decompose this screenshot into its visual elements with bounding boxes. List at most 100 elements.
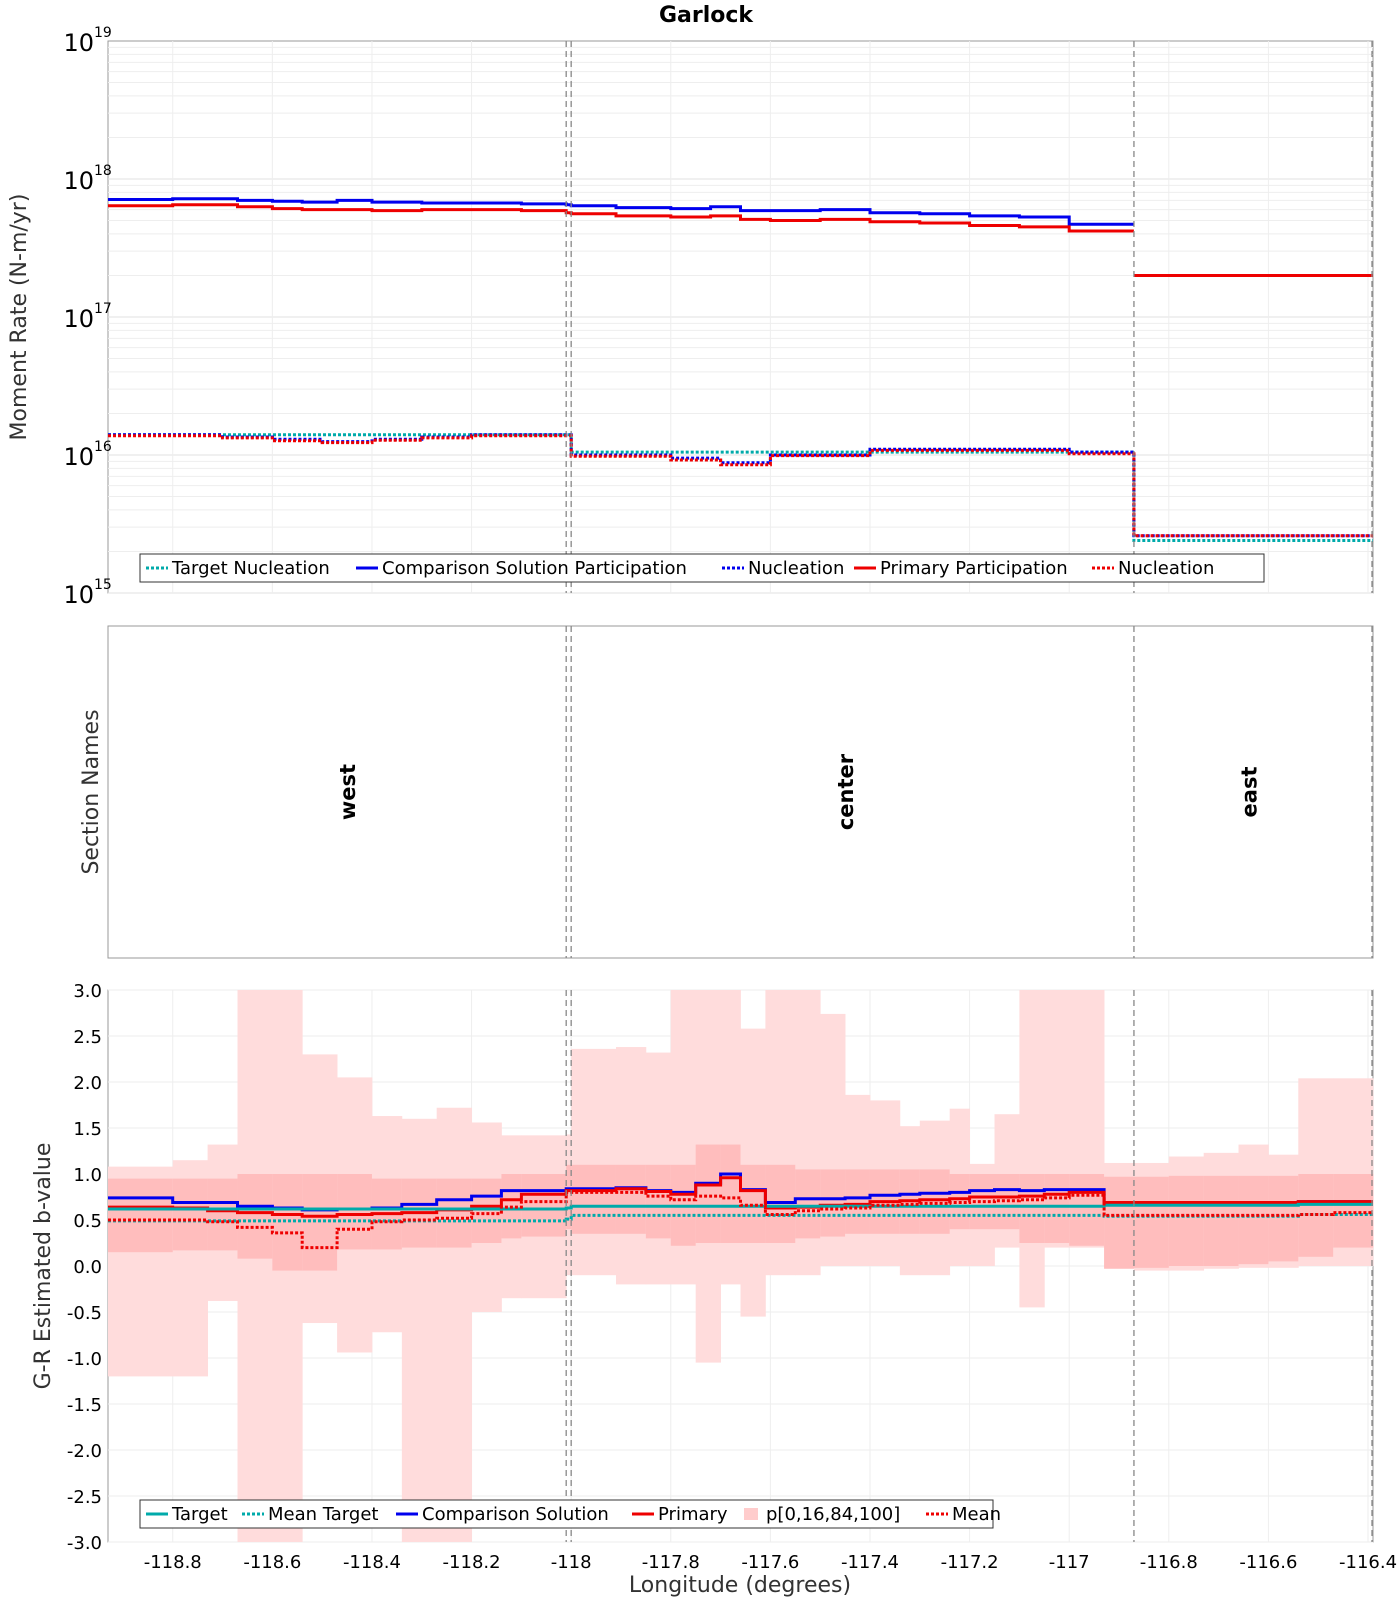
y-tick-exponent: 15 bbox=[94, 577, 112, 593]
y-tick-label: 1.5 bbox=[73, 1119, 102, 1140]
band-p16-84 bbox=[1019, 1174, 1045, 1243]
band-p0-100 bbox=[237, 990, 273, 1542]
legend-label: Nucleation bbox=[1118, 558, 1214, 579]
band-p16-84 bbox=[521, 1174, 567, 1237]
legend-label: p[0,16,84,100] bbox=[766, 1504, 900, 1525]
band-p16-84 bbox=[615, 1164, 647, 1234]
legend-label: Mean Target bbox=[268, 1504, 378, 1525]
legend-b-value: Target Mean Target Comparison Solution Prim… bbox=[139, 1499, 1001, 1529]
x-tick-label: -118.6 bbox=[243, 1552, 301, 1573]
y-tick-label: 2.5 bbox=[73, 1027, 102, 1048]
series-line-primary bbox=[108, 1176, 1373, 1218]
y-tick-label: -0.5 bbox=[67, 1303, 102, 1324]
y-axis-label-b-value: G-R Estimated b-value bbox=[31, 1143, 56, 1390]
legend-label: Comparison Solution Participation bbox=[382, 558, 687, 579]
legend-label: Mean bbox=[952, 1504, 1001, 1525]
band-p16-84 bbox=[436, 1178, 472, 1248]
legend-box bbox=[139, 553, 1265, 583]
band-p0-100 bbox=[1019, 990, 1045, 1308]
section-name-labels: west center east bbox=[336, 753, 1261, 830]
band-p16-84 bbox=[207, 1178, 238, 1251]
y-tick-label: 0.0 bbox=[73, 1257, 102, 1278]
section-label-west: west bbox=[336, 764, 360, 820]
x-tick-label: -116.6 bbox=[1239, 1552, 1297, 1573]
y-tick-label: -2.5 bbox=[67, 1487, 102, 1508]
legend-label: Target Nucleation bbox=[171, 558, 330, 579]
legend-moment-rate: Target Nucleation Comparison Solution Par… bbox=[139, 553, 1265, 583]
x-tick-label: -117.4 bbox=[841, 1552, 899, 1573]
x-tick-label: -116.4 bbox=[1339, 1552, 1397, 1573]
band-p16-84 bbox=[720, 1144, 741, 1243]
band-p16-84 bbox=[471, 1178, 502, 1243]
y-axis-label-section-names: Section Names bbox=[79, 709, 104, 874]
y-tick-label: -2.0 bbox=[67, 1441, 102, 1462]
legend-box bbox=[139, 1499, 994, 1529]
y-tick-exponent: 17 bbox=[94, 301, 112, 317]
x-tick-label: -118.4 bbox=[343, 1552, 401, 1573]
band-p16-84 bbox=[1333, 1174, 1374, 1248]
band-p0-100 bbox=[436, 1107, 472, 1542]
y-tick-label: 10 bbox=[63, 167, 94, 195]
y-tick-label: 10 bbox=[63, 29, 94, 57]
b-value-bands bbox=[108, 990, 1374, 1542]
legend-swatch bbox=[744, 1508, 758, 1520]
band-p16-84 bbox=[919, 1169, 951, 1234]
y-tick-label: 0.5 bbox=[73, 1211, 102, 1232]
y-axis-label-moment-rate: Moment Rate (N-m/yr) bbox=[7, 194, 32, 441]
band-p16-84 bbox=[1203, 1175, 1239, 1266]
ticks-b-value: 3.0 2.5 2.0 1.5 1.0 0.5 0.0 -0.5 -1.0 -1.5 -2.0 -2.… bbox=[67, 981, 1397, 1573]
y-tick-label: 10 bbox=[63, 581, 94, 609]
b-value-series bbox=[108, 1172, 1373, 1250]
y-tick-exponent: 18 bbox=[94, 163, 112, 179]
y-tick-label: -1.0 bbox=[67, 1349, 102, 1370]
x-tick-label: -117.6 bbox=[741, 1552, 799, 1573]
y-tick-label: 1.0 bbox=[73, 1165, 102, 1186]
x-tick-label: -116.8 bbox=[1140, 1552, 1198, 1573]
band-p16-84 bbox=[1044, 1174, 1070, 1243]
band-p16-84 bbox=[820, 1169, 846, 1237]
series-line-mean bbox=[108, 1190, 1373, 1250]
band-p0-100 bbox=[571, 1048, 617, 1276]
x-tick-label: -118.8 bbox=[144, 1552, 202, 1573]
band-p16-84 bbox=[795, 1169, 821, 1239]
section-dividers bbox=[565, 41, 1373, 1542]
band-p16-84 bbox=[1238, 1175, 1269, 1265]
legend-label: Primary bbox=[658, 1504, 728, 1525]
y-tick-label: 3.0 bbox=[73, 981, 102, 1002]
legend-label: Comparison Solution bbox=[422, 1504, 609, 1525]
band-p16-84 bbox=[1133, 1176, 1170, 1268]
x-tick-label: -118 bbox=[551, 1552, 592, 1573]
band-p16-84 bbox=[695, 1144, 721, 1243]
legend-label: Nucleation bbox=[748, 558, 844, 579]
band-p16-84 bbox=[1069, 1174, 1105, 1246]
band-p16-84 bbox=[845, 1169, 871, 1234]
band-p16-84 bbox=[1104, 1176, 1135, 1269]
band-p16-84 bbox=[108, 1178, 174, 1253]
band-p16-84 bbox=[1268, 1175, 1299, 1262]
band-p16-84 bbox=[566, 1164, 572, 1230]
legend-label: Target bbox=[171, 1504, 228, 1525]
y-tick-label: -3.0 bbox=[67, 1533, 102, 1554]
section-label-center: center bbox=[834, 753, 858, 830]
y-tick-label: 2.0 bbox=[73, 1073, 102, 1094]
band-p16-84 bbox=[237, 1174, 273, 1259]
y-tick-exponent: 16 bbox=[94, 439, 112, 455]
grid-moment-rate bbox=[108, 41, 1373, 594]
x-axis-label: Longitude (degrees) bbox=[629, 1573, 851, 1598]
chart-title: Garlock bbox=[659, 3, 754, 28]
x-tick-label: -117 bbox=[1049, 1552, 1090, 1573]
y-tick-label: -1.5 bbox=[67, 1395, 102, 1416]
band-p16-84 bbox=[645, 1164, 672, 1239]
x-tick-label: -117.8 bbox=[642, 1552, 700, 1573]
x-tick-label: -118.2 bbox=[443, 1552, 501, 1573]
band-p16-84 bbox=[571, 1164, 617, 1234]
x-tick-label: -117.2 bbox=[941, 1552, 999, 1573]
band-p16-84 bbox=[172, 1178, 209, 1251]
band-p16-84 bbox=[272, 1174, 303, 1271]
y-tick-exponent: 19 bbox=[94, 25, 112, 41]
band-p16-84 bbox=[1168, 1175, 1205, 1266]
section-label-east: east bbox=[1237, 767, 1261, 818]
y-tick-label: 10 bbox=[63, 443, 94, 471]
